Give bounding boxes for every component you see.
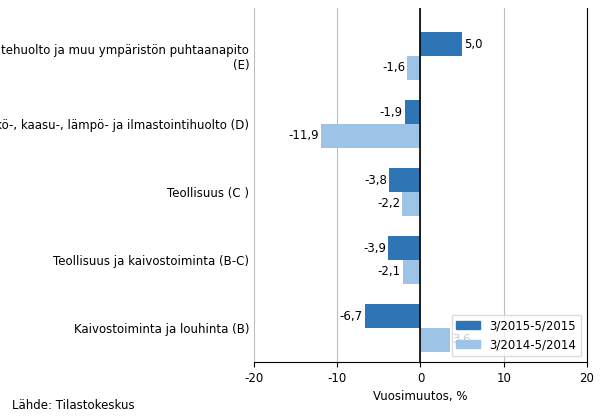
Text: -1,6: -1,6 (382, 61, 405, 74)
Bar (402, 192, 420, 216)
Text: 3,6: 3,6 (453, 333, 471, 346)
Bar (389, 168, 420, 192)
Text: -2,2: -2,2 (377, 197, 400, 210)
Bar (388, 236, 420, 260)
Bar (420, 328, 450, 352)
Legend: 3/2015-5/2015, 3/2014-5/2014: 3/2015-5/2015, 3/2014-5/2014 (451, 314, 581, 356)
Text: -1,9: -1,9 (379, 106, 402, 119)
Text: -2,1: -2,1 (378, 265, 401, 278)
Bar (365, 304, 420, 328)
X-axis label: Vuosimuutos, %: Vuosimuutos, % (373, 390, 468, 403)
Text: Lähde: Tilastokeskus: Lähde: Tilastokeskus (12, 399, 135, 412)
Bar (321, 124, 420, 148)
Text: -6,7: -6,7 (339, 310, 362, 322)
Text: -11,9: -11,9 (289, 129, 319, 142)
Bar (405, 100, 420, 124)
Text: -3,9: -3,9 (363, 242, 386, 255)
Bar (420, 32, 462, 56)
Text: -3,8: -3,8 (364, 173, 387, 186)
Text: 5,0: 5,0 (464, 37, 483, 50)
Bar (403, 260, 420, 284)
Bar (407, 56, 420, 80)
